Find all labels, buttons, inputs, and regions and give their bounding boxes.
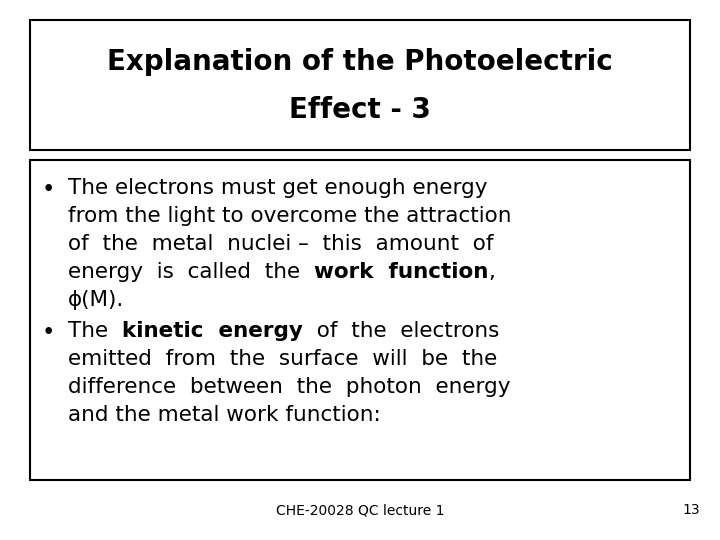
Text: and the metal work function:: and the metal work function:: [68, 405, 381, 425]
Text: from the light to overcome the attraction: from the light to overcome the attractio…: [68, 206, 511, 226]
Text: •: •: [42, 178, 55, 201]
Text: emitted  from  the  surface  will  be  the: emitted from the surface will be the: [68, 349, 498, 369]
Text: work  function: work function: [314, 262, 488, 282]
FancyBboxPatch shape: [30, 20, 690, 150]
Text: ,: ,: [488, 262, 495, 282]
FancyBboxPatch shape: [30, 160, 690, 480]
Text: kinetic  energy: kinetic energy: [122, 321, 302, 341]
Text: Explanation of the Photoelectric: Explanation of the Photoelectric: [107, 48, 613, 76]
Text: CHE-20028 QC lecture 1: CHE-20028 QC lecture 1: [276, 503, 444, 517]
Text: Effect - 3: Effect - 3: [289, 96, 431, 124]
Text: 13: 13: [683, 503, 700, 517]
Text: of  the  electrons: of the electrons: [302, 321, 499, 341]
Text: of  the  metal  nuclei –  this  amount  of: of the metal nuclei – this amount of: [68, 234, 493, 254]
Text: •: •: [42, 321, 55, 344]
Text: ϕ(M).: ϕ(M).: [68, 290, 125, 310]
Text: difference  between  the  photon  energy: difference between the photon energy: [68, 377, 510, 397]
Text: The: The: [68, 321, 122, 341]
Text: The electrons must get enough energy: The electrons must get enough energy: [68, 178, 487, 198]
Text: energy  is  called  the: energy is called the: [68, 262, 314, 282]
